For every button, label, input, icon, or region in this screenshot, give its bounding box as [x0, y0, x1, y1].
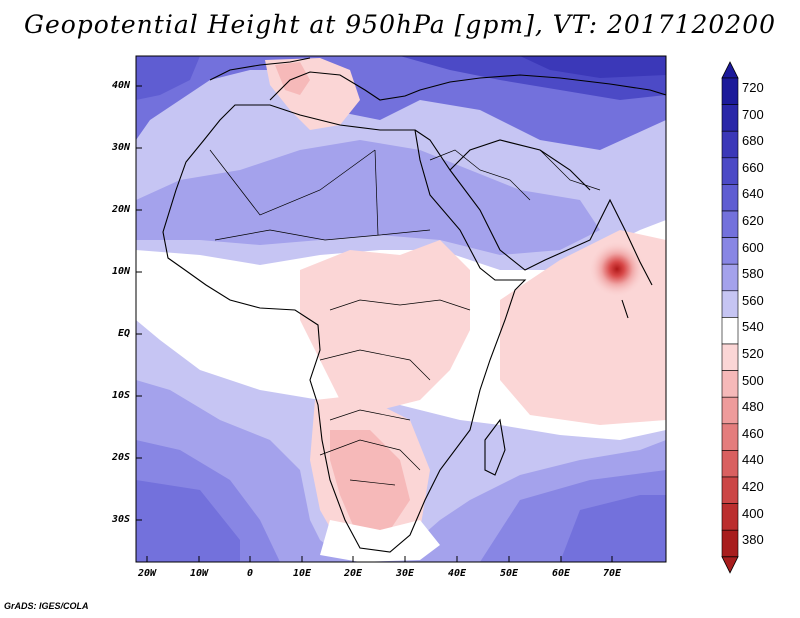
colorbar-swatch [721, 423, 739, 451]
colorbar-level-label: 640 [742, 186, 764, 202]
colorbar-swatch [721, 396, 739, 425]
height-field [136, 56, 666, 562]
colorbar-level-label: 600 [742, 239, 764, 255]
x-tick-label: 50E [499, 568, 519, 579]
colorbar-level-label: 620 [742, 213, 764, 228]
colorbar-swatch [721, 450, 739, 478]
colorbar-swatch [721, 290, 739, 318]
y-tick-label: 30N [111, 142, 130, 153]
y-tick-label: EQ [117, 328, 130, 339]
x-tick-label: 10E [292, 568, 312, 579]
map-title: Geopotential Height at 950hPa [gpm], VT:… [23, 10, 777, 39]
x-tick-label: 20E [343, 568, 363, 579]
x-tick-label: 40E [447, 568, 467, 579]
map-frame [135, 55, 667, 563]
colorbar-swatch [721, 317, 739, 345]
colorbar-level-label: 400 [742, 505, 764, 521]
x-tick-label: 60E [551, 568, 571, 579]
colorbar-level-label: 440 [742, 452, 764, 468]
colorbar-level-label: 380 [742, 532, 764, 548]
colorbar-swatch [721, 77, 739, 105]
colorbar-level-label: 720 [742, 80, 764, 95]
colorbar-swatch [721, 263, 739, 292]
y-tick-label: 20N [111, 204, 130, 215]
x-tick-label: 20W [137, 568, 157, 579]
colorbar-level-label: 480 [742, 399, 764, 415]
colorbar-level-label: 540 [742, 319, 764, 335]
x-tick-label: 70E [602, 568, 622, 579]
colorbar-level-label: 420 [742, 479, 764, 494]
colorbar-swatch [721, 210, 739, 238]
colorbar-swatch [721, 476, 739, 504]
colorbar-level-label: 700 [742, 106, 764, 122]
footer-credit: GrADS: IGES/COLA [4, 601, 89, 611]
colorbar-top-arrow [721, 61, 739, 79]
colorbar-level-label: 580 [742, 266, 764, 282]
x-tick-label: 30E [395, 568, 415, 579]
colorbar-swatch [721, 104, 739, 132]
x-tick-label: 0 [246, 568, 254, 579]
colorbar-level-label: 460 [742, 425, 764, 441]
y-tick-label: 10N [111, 266, 130, 277]
colorbar-swatch [721, 157, 739, 185]
y-tick-label: 30S [111, 514, 130, 525]
colorbar-level-label: 500 [742, 372, 764, 388]
colorbar-level-label: 680 [742, 133, 764, 149]
colorbar-swatch [721, 237, 739, 265]
y-tick-label: 20S [111, 452, 130, 463]
colorbar-level-label: 660 [742, 159, 764, 175]
colorbar-swatch [721, 343, 739, 371]
tick-marks [136, 85, 613, 562]
colorbar-bottom-arrow [721, 556, 739, 574]
colorbar-swatch [721, 370, 739, 398]
cyclone-low [589, 241, 645, 297]
coastlines [162, 57, 666, 553]
colorbar [721, 61, 739, 574]
colorbar-swatch [721, 130, 739, 159]
y-tick-label: 40N [111, 80, 130, 91]
y-tick-label: 10S [111, 390, 130, 401]
x-tick-label: 10W [189, 568, 209, 579]
colorbar-swatch [721, 184, 739, 212]
colorbar-swatch [721, 503, 739, 531]
colorbar-level-label: 560 [742, 292, 764, 308]
country-borders [209, 149, 601, 486]
colorbar-swatch [721, 529, 739, 558]
colorbar-level-label: 520 [742, 346, 764, 361]
